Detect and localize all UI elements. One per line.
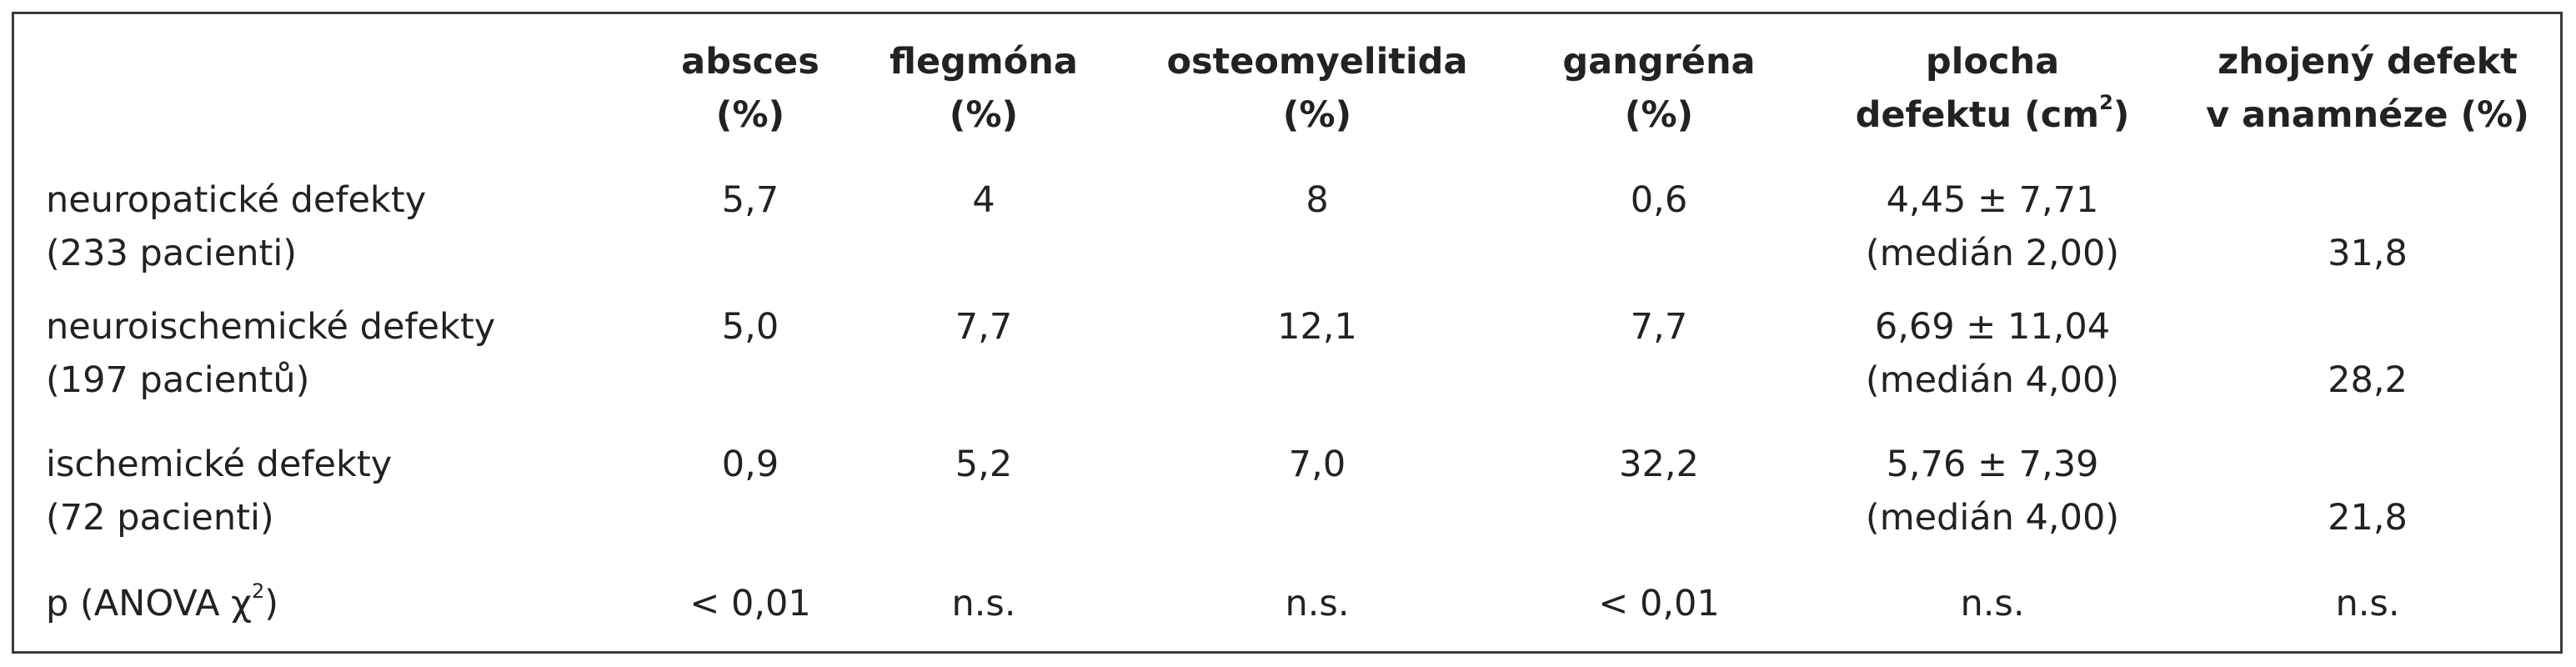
header-absces: absces (%) <box>681 41 819 136</box>
cell-p-absces: < 0,01 <box>689 583 811 624</box>
cell-osteomyelitida: 12,1 <box>1277 306 1357 348</box>
header-plocha: plocha defektu (cm2) <box>1855 41 2130 136</box>
cell-zhojeny: 31,8 <box>2328 233 2408 274</box>
header-flegmona: flegmóna (%) <box>890 41 1078 136</box>
cell-p-plocha: n.s. <box>1960 583 2025 624</box>
cell-absces: 0,9 <box>721 444 779 485</box>
header-zhojeny: zhojený defekt v anamnéze (%) <box>2206 41 2529 136</box>
row-label-ischemicke: ischemické defekty (72 pacienti) <box>46 444 393 539</box>
cell-osteomyelitida: 7,0 <box>1288 444 1346 485</box>
cell-plocha: 4,45 ± 7,71 (medián 2,00) <box>1865 179 2120 274</box>
cell-plocha: 6,69 ± 11,04 (medián 4,00) <box>1865 306 2120 401</box>
header-osteomyelitida: osteomyelitida (%) <box>1166 41 1468 136</box>
row-label-p: p (ANOVA χ2) <box>46 579 279 624</box>
cell-flegmona: 7,7 <box>955 306 1013 348</box>
cell-flegmona: 5,2 <box>955 444 1013 485</box>
cell-gangrena: 0,6 <box>1630 179 1688 221</box>
table-frame <box>12 12 2563 654</box>
cell-zhojeny: 28,2 <box>2328 359 2408 401</box>
cell-absces: 5,0 <box>721 306 779 348</box>
cell-absces: 5,7 <box>721 179 779 221</box>
cell-gangrena: 32,2 <box>1619 444 1699 485</box>
row-label-neuroischemicke: neuroischemické defekty (197 pacientů) <box>46 306 496 401</box>
cell-osteomyelitida: 8 <box>1306 179 1329 221</box>
cell-p-osteomyelitida: n.s. <box>1285 583 1350 624</box>
cell-p-flegmona: n.s. <box>951 583 1016 624</box>
cell-zhojeny: 21,8 <box>2328 497 2408 539</box>
cell-gangrena: 7,7 <box>1630 306 1688 348</box>
cell-flegmona: 4 <box>972 179 995 221</box>
cell-plocha: 5,76 ± 7,39 (medián 4,00) <box>1865 444 2120 539</box>
header-gangrena: gangréna (%) <box>1562 41 1756 136</box>
cell-p-gangrena: < 0,01 <box>1598 583 1720 624</box>
cell-p-zhojeny: n.s. <box>2335 583 2400 624</box>
row-label-neuropaticke: neuropatické defekty (233 pacienti) <box>46 179 427 274</box>
